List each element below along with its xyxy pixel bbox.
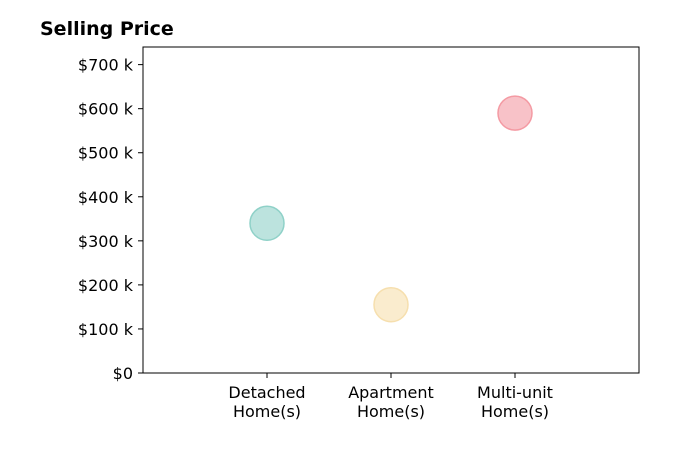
y-tick-label: $300 k xyxy=(78,232,134,251)
y-tick-label: $0 xyxy=(113,364,133,383)
y-tick-label: $500 k xyxy=(78,144,134,163)
x-axis: Detached Home(s) Apartment Home(s) Multi-uni… xyxy=(228,373,553,421)
plot-frame xyxy=(142,46,640,374)
x-tick-label: Multi-unit Home(s) xyxy=(477,383,553,421)
chart-title: Selling Price xyxy=(40,18,174,40)
x-tick-label: Apartment Home(s) xyxy=(348,383,434,421)
x-tick-label: Detached Home(s) xyxy=(228,383,305,421)
data-point xyxy=(373,286,409,323)
data-point xyxy=(497,95,533,131)
data-points xyxy=(249,95,533,323)
y-tick-label: $600 k xyxy=(78,100,134,119)
y-tick-label: $100 k xyxy=(78,320,134,339)
y-tick-label: $700 k xyxy=(78,56,134,75)
y-tick-label: $200 k xyxy=(78,276,134,295)
data-point xyxy=(249,205,285,241)
y-tick-label: $400 k xyxy=(78,188,134,207)
y-axis: $0 $100 k $200 k $300 k $400 k $500 k $600 k $7… xyxy=(78,56,143,383)
